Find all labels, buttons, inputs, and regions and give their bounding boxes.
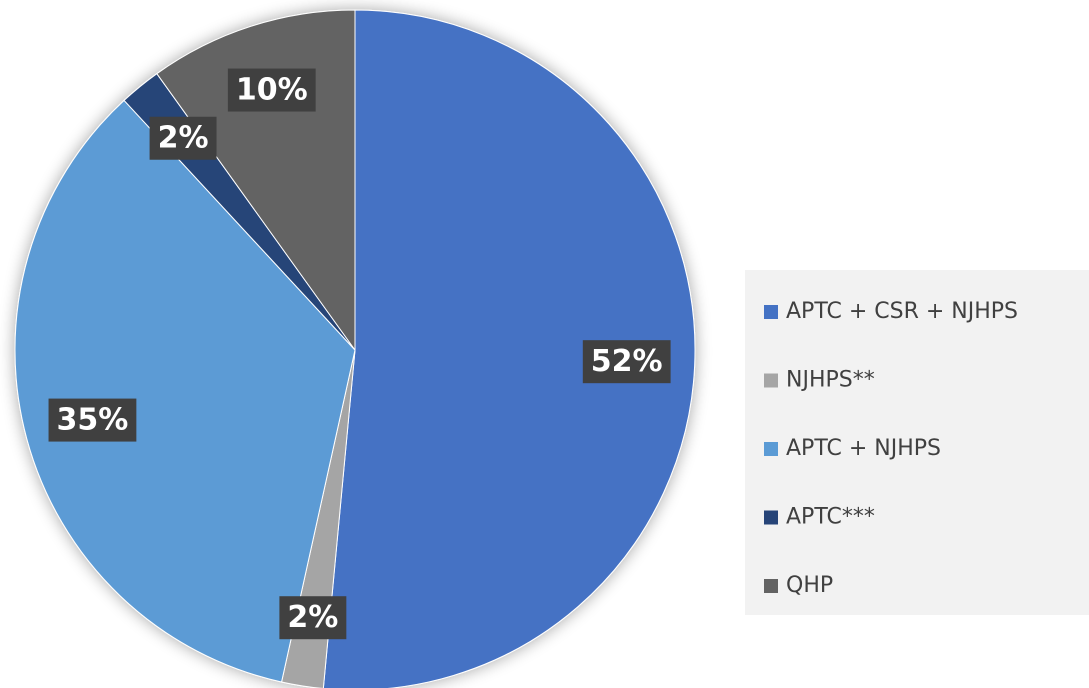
- data-label: 35%: [57, 403, 129, 438]
- data-label-box: [149, 116, 217, 160]
- pie-slice: [322, 9, 696, 688]
- legend-swatch: [764, 305, 778, 319]
- legend-label: APTC + CSR + NJHPS: [786, 299, 1018, 324]
- legend-box: [745, 270, 1089, 615]
- data-label: 2%: [287, 600, 338, 635]
- legend-swatch: [764, 442, 778, 456]
- legend-label: APTC***: [786, 505, 875, 530]
- data-label-box: [227, 68, 316, 112]
- pie-slice: [14, 99, 356, 683]
- legend-swatch: [764, 579, 778, 593]
- legend-label: QHP: [786, 573, 833, 598]
- legend-label: NJHPS**: [786, 368, 875, 393]
- data-label: 2%: [158, 121, 209, 156]
- legend-swatch: [764, 373, 778, 388]
- data-label: 10%: [236, 73, 308, 108]
- data-label-box: [582, 340, 671, 384]
- legend-swatch: [764, 510, 778, 525]
- data-label-box: [48, 398, 137, 442]
- legend-label: APTC + NJHPS: [786, 436, 941, 461]
- data-label-box: [279, 596, 347, 640]
- data-label: 52%: [591, 344, 663, 379]
